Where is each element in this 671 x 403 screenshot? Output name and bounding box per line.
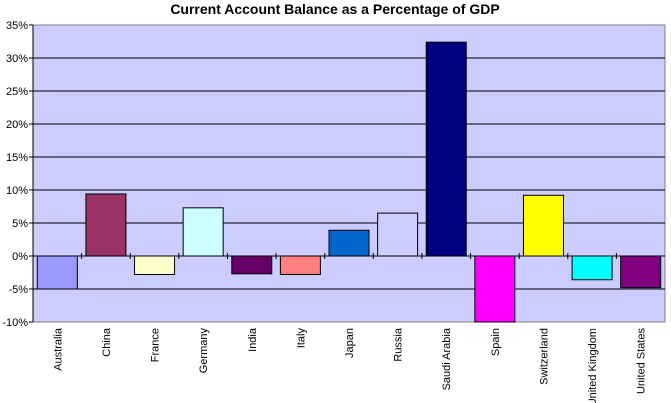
x-category-label: Australia [52,327,64,371]
y-tick-label: 35% [6,20,28,32]
plot-area: 35% 30% 25% 20% 15% 10% 5% 0% -5% -10% Australia Ch… [2,20,666,403]
y-tick-label: 15% [6,152,28,164]
y-tick-label: -10% [2,317,28,329]
bar-france [134,255,176,275]
bar-italy [279,255,321,275]
bar-russia [377,212,419,257]
x-category-label: United States [636,328,648,395]
x-category-label: France [150,328,162,362]
bar-japan [328,229,370,257]
y-tick-label: 5% [12,218,28,230]
bar-spain [474,255,516,323]
bar-australia [36,255,78,290]
y-tick-label: -5% [8,284,28,296]
y-tick-label: 30% [6,53,28,65]
bar-germany [182,207,224,257]
bar-united-kingdom [571,255,613,281]
x-category-label: China [101,327,113,357]
bar-china [85,193,127,257]
bar-india [231,255,273,275]
bar-saudi-arabia [425,41,467,257]
x-category-label: Saudi Arabia [441,327,453,390]
plot-background [32,24,666,323]
x-category-label: India [247,327,259,352]
x-category-label: United Kingdom [587,328,599,403]
bar-united-states [620,255,662,289]
y-tick-label: 25% [6,86,28,98]
x-category-label: Spain [490,328,502,356]
x-category-label: Switzerland [538,328,550,385]
x-category-label: Italy [295,328,307,349]
y-tick-label: 10% [6,185,28,197]
y-tick-label: 0% [12,251,28,263]
bar-switzerland [522,194,564,257]
x-category-label: Russia [393,327,405,362]
chart-title: Current Account Balance as a Percentage … [170,1,499,17]
y-tick-label: 20% [6,119,28,131]
x-category-label: Japan [344,328,356,358]
x-category-label: Germany [198,328,210,374]
